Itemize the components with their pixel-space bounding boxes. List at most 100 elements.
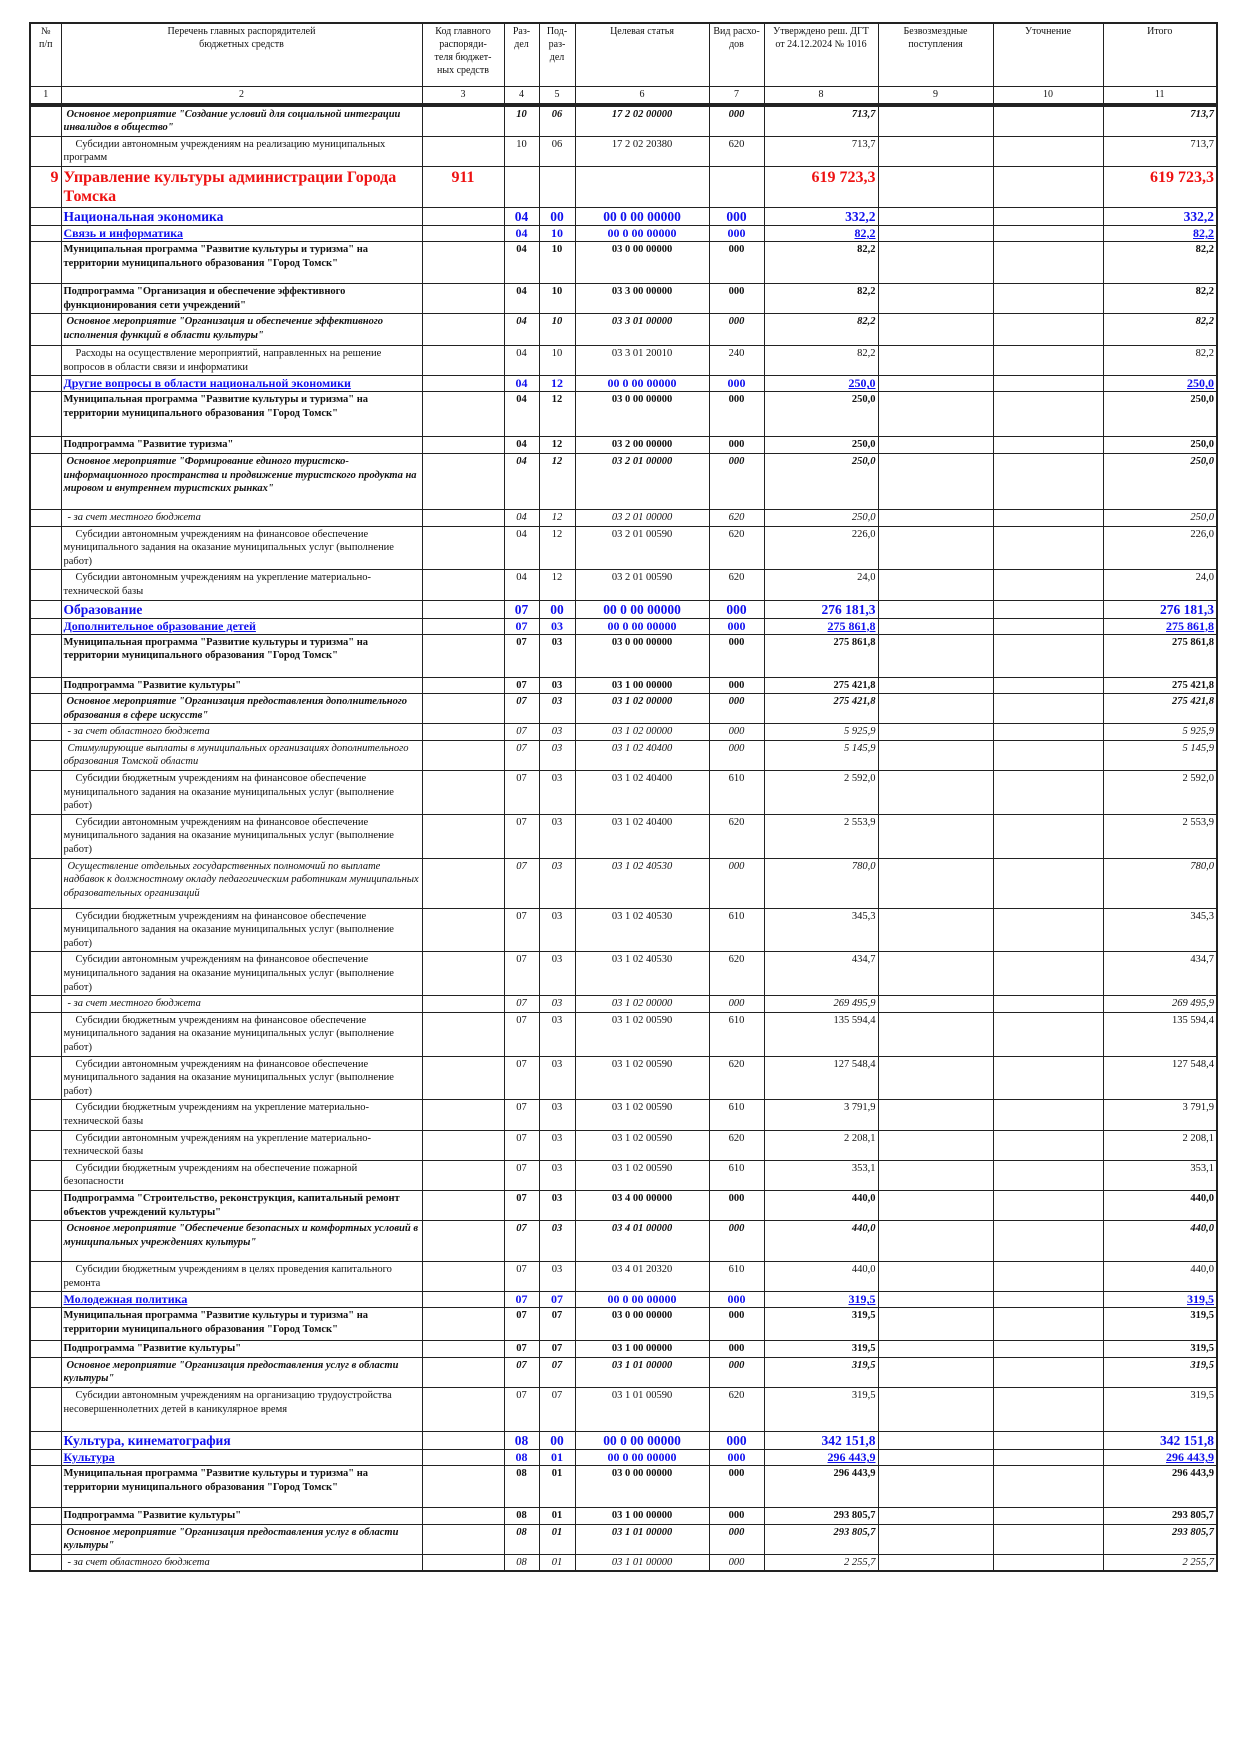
row-free-receipts bbox=[877, 693, 994, 725]
row-expense-type: 000 bbox=[708, 1449, 765, 1467]
row-code bbox=[421, 1523, 505, 1555]
row-free-receipts bbox=[877, 345, 994, 377]
row-number bbox=[29, 1261, 62, 1293]
table-row: Субсидии бюджетным учреждениям на финанс… bbox=[29, 1011, 1218, 1057]
table-row: - за счет местного бюджета 04 12 03 2 01 00… bbox=[29, 508, 1218, 527]
row-subsection: 12 bbox=[538, 375, 576, 393]
row-target-article: 03 2 01 00000 bbox=[574, 508, 710, 527]
table-body: Основное мероприятие "Создание условий д… bbox=[29, 104, 1218, 1572]
row-subsection: 03 bbox=[538, 1220, 576, 1263]
row-expense-type: 000 bbox=[708, 206, 765, 226]
row-section: 07 bbox=[503, 1055, 540, 1101]
row-target-article: 03 0 00 00000 bbox=[574, 240, 710, 284]
row-name: Основное мероприятие "Организация предос… bbox=[60, 1356, 423, 1389]
row-target-article: 03 1 00 00000 bbox=[574, 1340, 710, 1358]
row-code bbox=[421, 1261, 505, 1293]
row-total: 135 594,4 bbox=[1102, 1011, 1218, 1057]
row-approved-amount: 342 151,8 bbox=[763, 1431, 879, 1451]
row-name: Основное мероприятие "Организация и обес… bbox=[60, 313, 423, 347]
row-expense-type: 620 bbox=[708, 135, 765, 167]
row-adjustment bbox=[992, 1465, 1104, 1509]
row-approved-amount: 293 805,7 bbox=[763, 1507, 879, 1525]
row-expense-type: 620 bbox=[708, 525, 765, 571]
row-approved-amount: 2 553,9 bbox=[763, 813, 879, 859]
row-free-receipts bbox=[877, 1099, 994, 1131]
row-total: 3 791,9 bbox=[1102, 1099, 1218, 1131]
row-expense-type: 000 bbox=[708, 224, 765, 242]
column-number: 6 bbox=[574, 85, 710, 107]
table-row: Основное мероприятие "Формирование едино… bbox=[29, 452, 1218, 510]
row-total: 226,0 bbox=[1102, 525, 1218, 571]
table-row: Муниципальная программа "Развитие культу… bbox=[29, 1465, 1218, 1509]
row-target-article: 03 4 00 00000 bbox=[574, 1189, 710, 1222]
row-name: Образование bbox=[60, 599, 423, 619]
row-number bbox=[29, 857, 62, 909]
row-name: - за счет местного бюджета bbox=[60, 508, 423, 527]
column-number: 2 bbox=[60, 85, 423, 107]
row-target-article: 17 2 02 00000 bbox=[574, 104, 710, 137]
table-row: Осуществление отдельных государственных … bbox=[29, 857, 1218, 909]
row-expense-type: 620 bbox=[708, 508, 765, 527]
row-section: 08 bbox=[503, 1431, 540, 1451]
row-code bbox=[421, 240, 505, 284]
row-adjustment bbox=[992, 569, 1104, 601]
row-total: 2 208,1 bbox=[1102, 1129, 1218, 1161]
header-row: № п/п Перечень главных распорядителей бю… bbox=[29, 22, 1218, 87]
table-row: Основное мероприятие "Организация предос… bbox=[29, 1523, 1218, 1555]
col-header-num: № п/п bbox=[29, 22, 62, 87]
row-target-article: 03 1 02 40400 bbox=[574, 770, 710, 815]
row-code bbox=[421, 723, 505, 741]
row-total: 319,5 bbox=[1102, 1291, 1218, 1309]
row-number bbox=[29, 1159, 62, 1191]
row-subsection: 01 bbox=[538, 1553, 576, 1572]
table-row: Основное мероприятие "Обеспечение безопа… bbox=[29, 1220, 1218, 1263]
column-number: 10 bbox=[992, 85, 1104, 107]
row-name: Субсидии бюджетным учреждениям на финанс… bbox=[60, 770, 423, 815]
row-adjustment bbox=[992, 1449, 1104, 1467]
row-total: 319,5 bbox=[1102, 1307, 1218, 1342]
row-name: Национальная экономика bbox=[60, 206, 423, 226]
row-number bbox=[29, 1129, 62, 1161]
table-row: - за счет областного бюджета 07 03 03 1 02 … bbox=[29, 723, 1218, 741]
row-total: 440,0 bbox=[1102, 1261, 1218, 1293]
row-expense-type: 000 bbox=[708, 1431, 765, 1451]
row-adjustment bbox=[992, 1523, 1104, 1555]
row-section: 08 bbox=[503, 1507, 540, 1525]
row-subsection: 12 bbox=[538, 569, 576, 601]
row-subsection: 10 bbox=[538, 345, 576, 377]
row-target-article: 00 0 00 00000 bbox=[574, 1291, 710, 1309]
row-name: Подпрограмма "Развитие культуры" bbox=[60, 1340, 423, 1358]
row-target-article: 00 0 00 00000 bbox=[574, 1431, 710, 1451]
row-section bbox=[503, 165, 540, 208]
row-section: 07 bbox=[503, 1159, 540, 1191]
row-total: 5 145,9 bbox=[1102, 739, 1218, 772]
row-total: 250,0 bbox=[1102, 391, 1218, 438]
row-name: Расходы на осуществление мероприятий, на… bbox=[60, 345, 423, 377]
row-name: Муниципальная программа "Развитие культу… bbox=[60, 391, 423, 438]
row-section: 07 bbox=[503, 1129, 540, 1161]
row-adjustment bbox=[992, 1055, 1104, 1101]
row-expense-type: 000 bbox=[708, 693, 765, 725]
row-code bbox=[421, 1507, 505, 1525]
row-code bbox=[421, 224, 505, 242]
row-adjustment bbox=[992, 1387, 1104, 1433]
row-free-receipts bbox=[877, 1431, 994, 1451]
row-free-receipts bbox=[877, 1465, 994, 1509]
row-adjustment bbox=[992, 1356, 1104, 1389]
row-free-receipts bbox=[877, 739, 994, 772]
row-free-receipts bbox=[877, 1220, 994, 1263]
row-expense-type: 620 bbox=[708, 569, 765, 601]
table-row: Субсидии бюджетным учреждениям на финанс… bbox=[29, 770, 1218, 815]
row-subsection: 00 bbox=[538, 1431, 576, 1451]
row-section: 04 bbox=[503, 313, 540, 347]
row-name: Стимулирующие выплаты в муниципальных ор… bbox=[60, 739, 423, 772]
row-adjustment bbox=[992, 240, 1104, 284]
row-section: 08 bbox=[503, 1465, 540, 1509]
row-adjustment bbox=[992, 1261, 1104, 1293]
row-target-article: 03 1 02 00590 bbox=[574, 1011, 710, 1057]
row-total: 127 548,4 bbox=[1102, 1055, 1218, 1101]
row-name: Основное мероприятие "Формирование едино… bbox=[60, 452, 423, 510]
row-expense-type: 620 bbox=[708, 951, 765, 997]
row-subsection: 03 bbox=[538, 995, 576, 1013]
table-row: Расходы на осуществление мероприятий, на… bbox=[29, 345, 1218, 377]
